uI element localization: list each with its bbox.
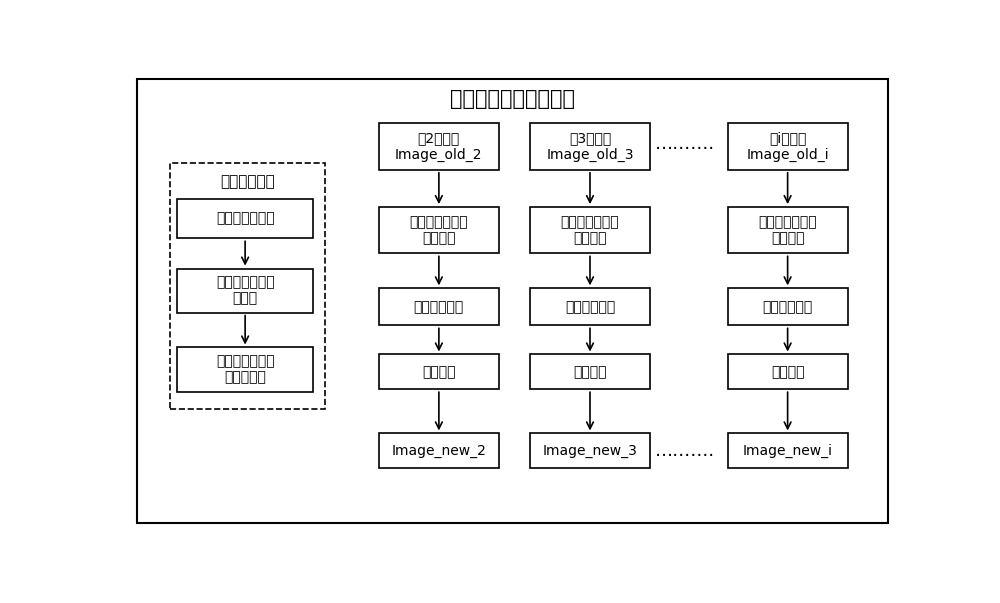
Bar xyxy=(530,288,650,326)
Text: 创建模板图像: 创建模板图像 xyxy=(220,174,275,189)
Text: 与特征模板进行
最优匹配: 与特征模板进行 最优匹配 xyxy=(561,215,619,245)
Text: ……….: ………. xyxy=(654,135,715,153)
Text: 第3帧图像
Image_old_3: 第3帧图像 Image_old_3 xyxy=(546,131,634,162)
Bar xyxy=(728,355,848,390)
Text: Image_new_3: Image_new_3 xyxy=(543,444,637,458)
Bar xyxy=(177,268,313,312)
Text: 第i帧图像
Image_old_i: 第i帧图像 Image_old_i xyxy=(746,131,829,162)
Text: 与特征模板进行
最优匹配: 与特征模板进行 最优匹配 xyxy=(410,215,468,245)
Text: 第2帧图像
Image_old_2: 第2帧图像 Image_old_2 xyxy=(395,131,483,162)
Bar xyxy=(177,347,313,391)
Text: 迭代搜索最优模
板区域: 迭代搜索最优模 板区域 xyxy=(216,276,274,306)
Bar xyxy=(177,199,313,238)
Text: 求解位移矩阵: 求解位移矩阵 xyxy=(763,300,813,314)
Bar xyxy=(170,163,325,409)
Text: ……….: ………. xyxy=(654,442,715,459)
Bar xyxy=(379,355,499,390)
Bar xyxy=(530,434,650,468)
Text: 仿射变换: 仿射变换 xyxy=(573,365,607,379)
Bar xyxy=(728,207,848,253)
Text: 基于灰度值的图像校正: 基于灰度值的图像校正 xyxy=(450,89,575,109)
Text: Image_new_2: Image_new_2 xyxy=(391,444,486,458)
Text: 获取第一帧图像: 获取第一帧图像 xyxy=(216,212,274,226)
Text: 创建基于灰度值
的特征模板: 创建基于灰度值 的特征模板 xyxy=(216,355,274,385)
Bar xyxy=(379,124,499,170)
Text: 仿射变换: 仿射变换 xyxy=(771,365,804,379)
Bar xyxy=(530,207,650,253)
Text: 求解位移矩阵: 求解位移矩阵 xyxy=(565,300,615,314)
Text: Image_new_i: Image_new_i xyxy=(743,444,833,458)
Bar xyxy=(530,124,650,170)
Text: 求解位移矩阵: 求解位移矩阵 xyxy=(414,300,464,314)
Bar xyxy=(379,207,499,253)
Bar xyxy=(728,434,848,468)
Text: 与特征模板进行
最优匹配: 与特征模板进行 最优匹配 xyxy=(758,215,817,245)
Bar xyxy=(530,355,650,390)
Bar xyxy=(379,434,499,468)
Bar xyxy=(728,124,848,170)
Bar xyxy=(728,288,848,326)
Bar xyxy=(379,288,499,326)
Text: 仿射变换: 仿射变换 xyxy=(422,365,456,379)
